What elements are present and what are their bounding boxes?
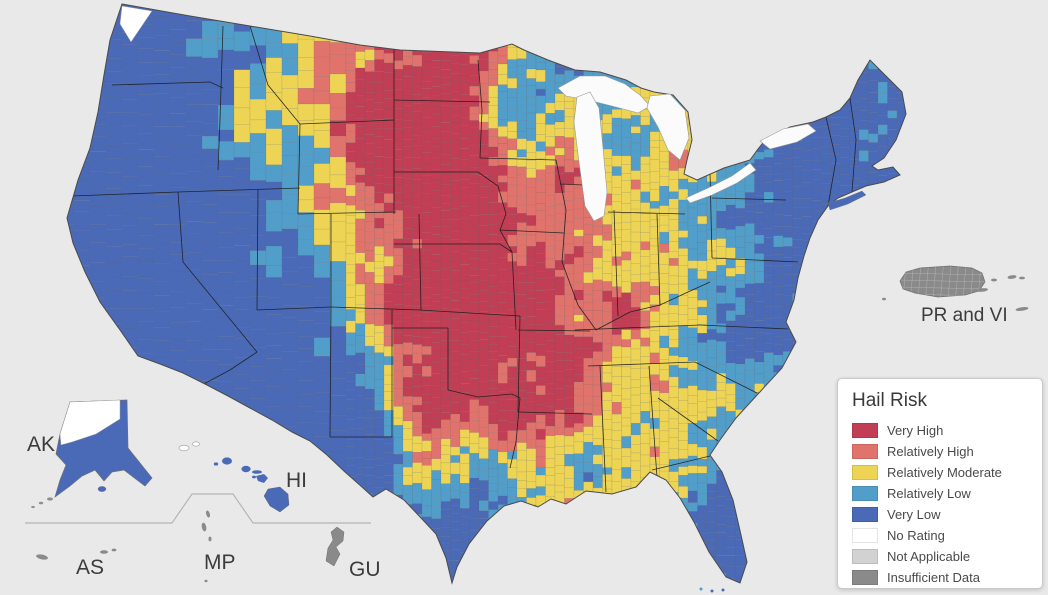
inset-label-mp: MP <box>204 551 236 574</box>
great-lakes-layer <box>557 75 817 222</box>
inset-label-hi: HI <box>286 469 307 492</box>
national-outline <box>66 3 907 585</box>
alaska-inset[interactable] <box>31 399 200 509</box>
legend-swatch-icon <box>852 548 878 564</box>
legend-item-label: Insufficient Data <box>887 569 980 585</box>
inset-label-pr-vi: PR and VI <box>921 305 1008 326</box>
inset-label-ak: AK <box>27 433 55 456</box>
inset-label-as: AS <box>76 556 104 579</box>
legend-item-label: Relatively High <box>887 443 974 459</box>
legend-item: Insufficient Data <box>852 567 1028 587</box>
legend-swatch-icon <box>852 527 878 543</box>
legend-item: Relatively High <box>852 441 1028 461</box>
legend-item: Not Applicable <box>852 546 1028 566</box>
legend-rows: Very High Relatively High Relatively Moder… <box>852 420 1028 587</box>
legend-item-label: Relatively Moderate <box>887 464 1002 480</box>
legend-item-label: Very High <box>887 422 944 438</box>
legend-swatch-icon <box>852 506 878 522</box>
legend-swatch-icon <box>852 443 878 459</box>
legend-item: Very High <box>852 420 1028 440</box>
coastal-islands-layer <box>699 190 867 593</box>
legend-item-label: Relatively Low <box>887 485 971 501</box>
inset-label-gu: GU <box>349 558 381 581</box>
no-rating-region <box>119 5 153 43</box>
legend-item: No Rating <box>852 525 1028 545</box>
legend-swatch-icon <box>852 485 878 501</box>
hawaii-inset[interactable] <box>213 457 290 513</box>
legend-title: Hail Risk <box>852 390 927 411</box>
legend-item: Relatively Low <box>852 483 1028 503</box>
legend-item-label: Not Applicable <box>887 548 971 564</box>
state-borders-layer <box>71 24 857 493</box>
legend-swatch-icon <box>852 464 878 480</box>
legend-swatch-icon <box>852 569 878 585</box>
legend-item-label: No Rating <box>887 527 945 543</box>
county-choropleth-layer[interactable] <box>58 0 916 595</box>
legend-swatch-icon <box>852 422 878 438</box>
legend-item: Very Low <box>852 504 1028 524</box>
legend-item-label: Very Low <box>887 506 941 522</box>
legend-panel: Hail Risk Very High Relatively High Relati… <box>837 378 1043 589</box>
territories-inset[interactable] <box>36 510 345 583</box>
inset-divider-line <box>25 493 371 524</box>
legend-item: Relatively Moderate <box>852 462 1028 482</box>
